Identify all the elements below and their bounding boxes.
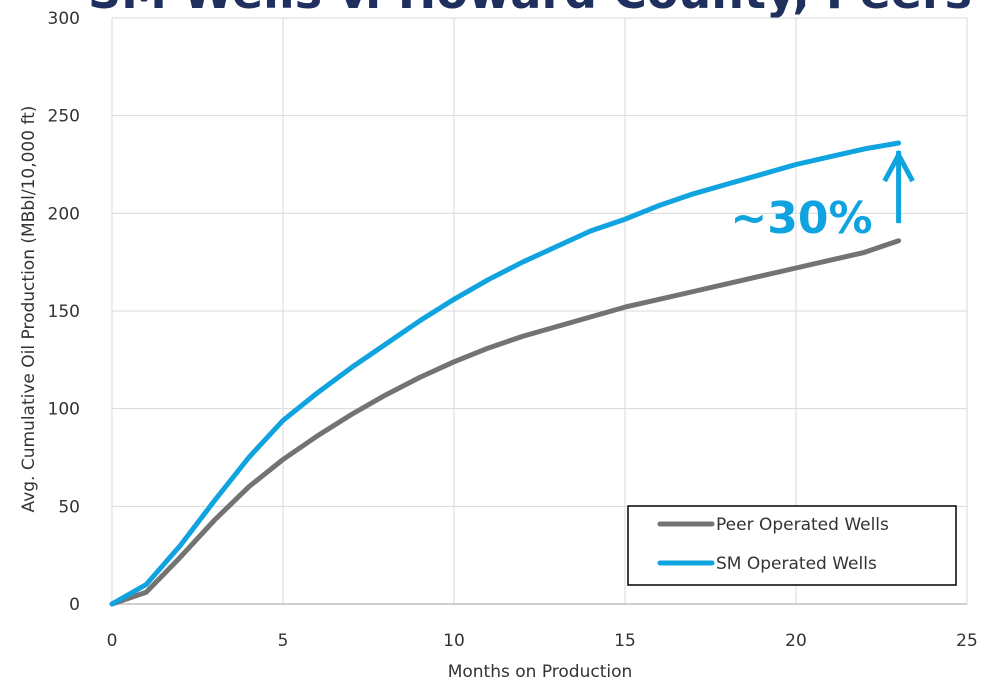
axes: 0 50 100 150 200 250 300 0 5 10 15 20 25 [48,9,978,651]
x-tick-label: 0 [107,631,118,651]
x-tick-label: 10 [443,631,465,651]
legend: Peer Operated Wells SM Operated Wells [627,505,957,586]
legend-label-0: Peer Operated Wells [716,515,889,535]
x-tick-label: 5 [278,631,289,651]
y-tick-label: 200 [48,204,80,224]
y-tick-label: 0 [69,595,80,615]
series-line-0 [109,238,902,607]
x-tick-label: 15 [614,631,636,651]
series-line-1 [109,140,902,607]
annotation: ~30% [730,149,915,244]
gridlines [111,17,968,605]
y-tick-label: 150 [48,302,80,322]
legend-box [627,505,957,586]
y-tick-label: 250 [48,107,80,127]
x-axis-title: Months on Production [448,662,633,682]
series-lines [109,140,902,607]
x-tick-label: 20 [785,631,807,651]
y-tick-label: 300 [48,9,80,29]
annotation-text: ~30% [730,193,872,244]
y-tick-label: 100 [48,400,80,420]
legend-label-1: SM Operated Wells [716,554,877,574]
annotation-arrow-head [882,149,915,183]
y-tick-label: 50 [58,497,80,517]
x-tick-label: 25 [956,631,978,651]
chart-title: SM Wells v. Howard County, Peers [88,0,972,19]
y-axis-title: Avg. Cumulative Oil Production (MBbl/10,… [19,106,39,513]
